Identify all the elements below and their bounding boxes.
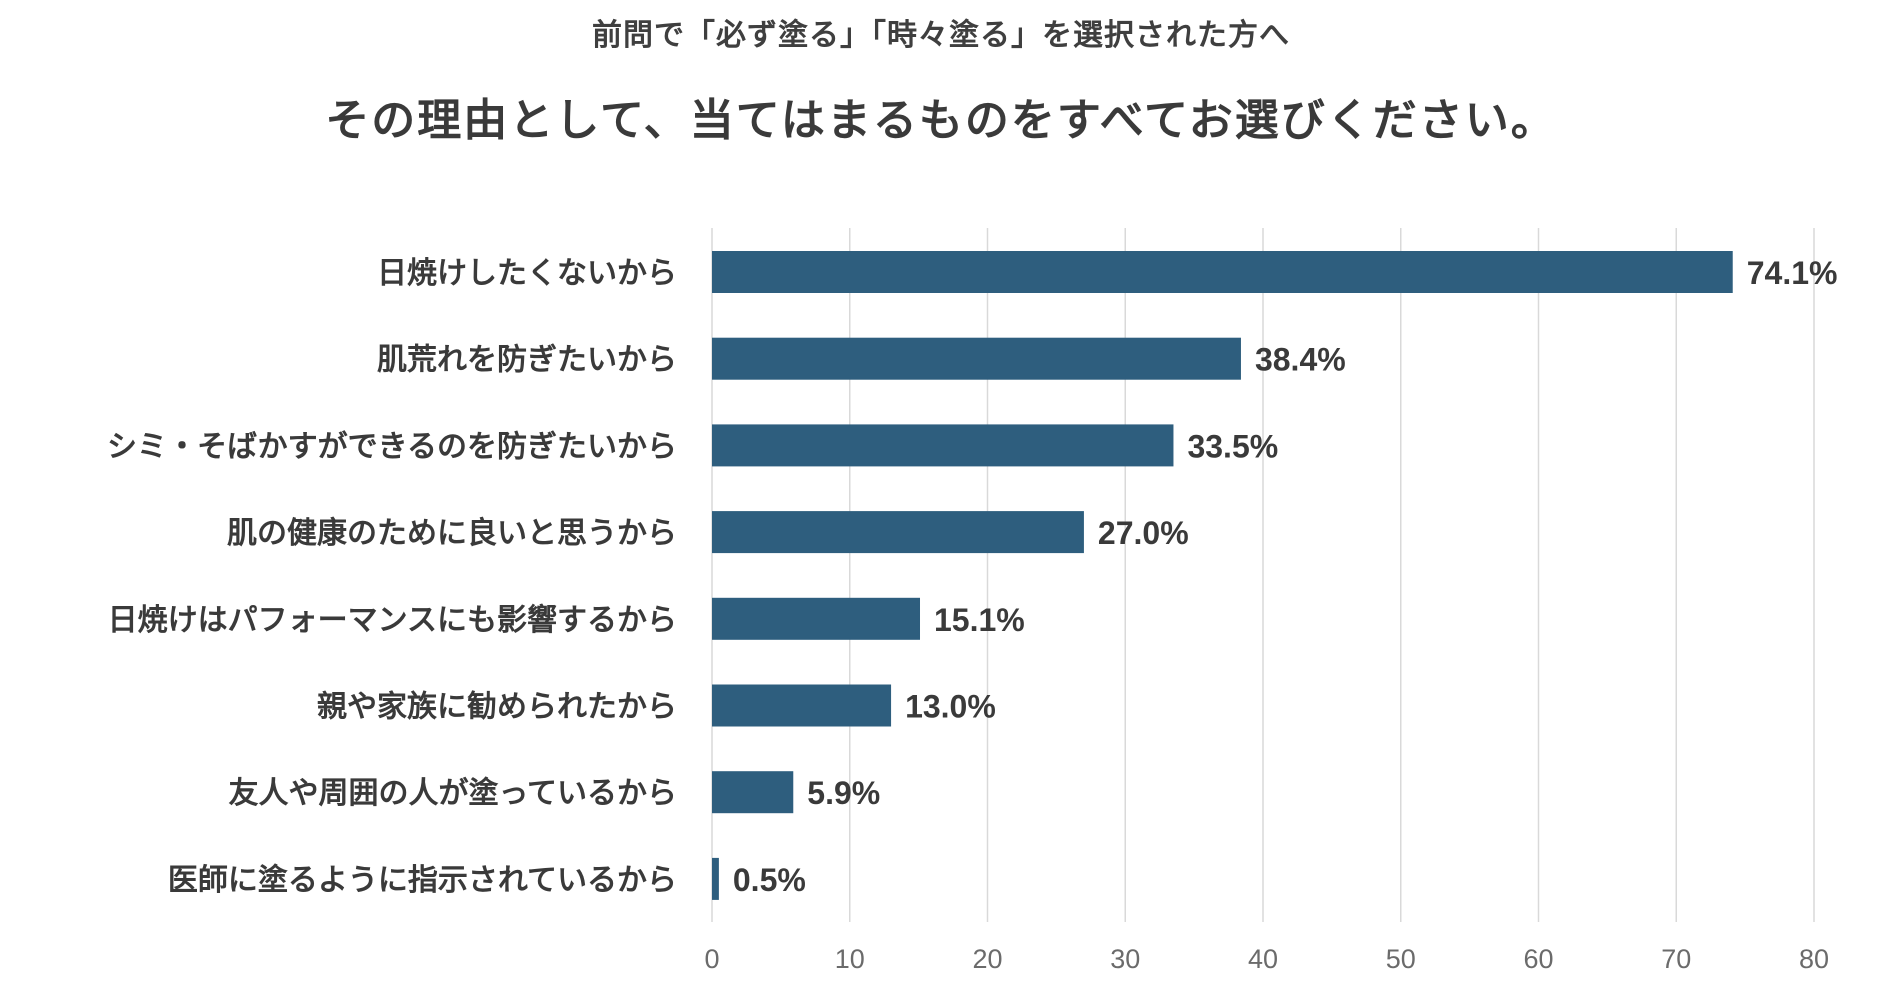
x-tick-label: 40 (1248, 944, 1278, 974)
value-label: 5.9% (807, 775, 880, 811)
value-label: 38.4% (1255, 342, 1346, 378)
chart-subtitle: 前問で「必ず塗る」「時々塗る」を選択された方へ (592, 18, 1290, 53)
category-label: 日焼けしたくないから (377, 256, 677, 291)
x-tick-label: 50 (1386, 944, 1416, 974)
bar (712, 337, 1241, 380)
category-label: 肌荒れを防ぎたいから (377, 343, 677, 378)
x-tick-label: 10 (835, 944, 865, 974)
bar (712, 251, 1733, 293)
bar (712, 684, 892, 727)
bar (712, 511, 1084, 554)
x-tick-label: 80 (1799, 944, 1829, 974)
bar (712, 857, 719, 900)
category-label: シミ・そばかすができるのを防ぎたいから (107, 429, 677, 464)
category-label: 親や家族に勧められたから (317, 690, 677, 725)
value-label: 13.0% (905, 689, 996, 725)
value-label: 33.5% (1187, 428, 1278, 464)
value-label: 15.1% (934, 602, 1025, 638)
x-tick-label: 20 (972, 944, 1002, 974)
category-label: 友人や周囲の人が塗っているから (229, 776, 678, 811)
category-label: 医師に塗るように指示されているから (168, 863, 677, 898)
value-label: 74.1% (1747, 255, 1838, 291)
value-label: 0.5% (733, 862, 806, 898)
bar (712, 597, 921, 640)
category-label: 肌の健康のために良いと思うから (227, 516, 677, 551)
x-tick-label: 0 (704, 944, 719, 974)
value-label: 27.0% (1098, 515, 1189, 551)
x-tick-label: 70 (1661, 944, 1691, 974)
chart-title: その理由として、当てはまるものをすべてお選びください。 (325, 95, 1557, 146)
x-tick-label: 30 (1110, 944, 1140, 974)
bar (712, 424, 1174, 467)
x-tick-label: 60 (1523, 944, 1553, 974)
bar (712, 771, 794, 814)
category-label: 日焼けはパフォーマンスにも影響するから (108, 603, 677, 638)
